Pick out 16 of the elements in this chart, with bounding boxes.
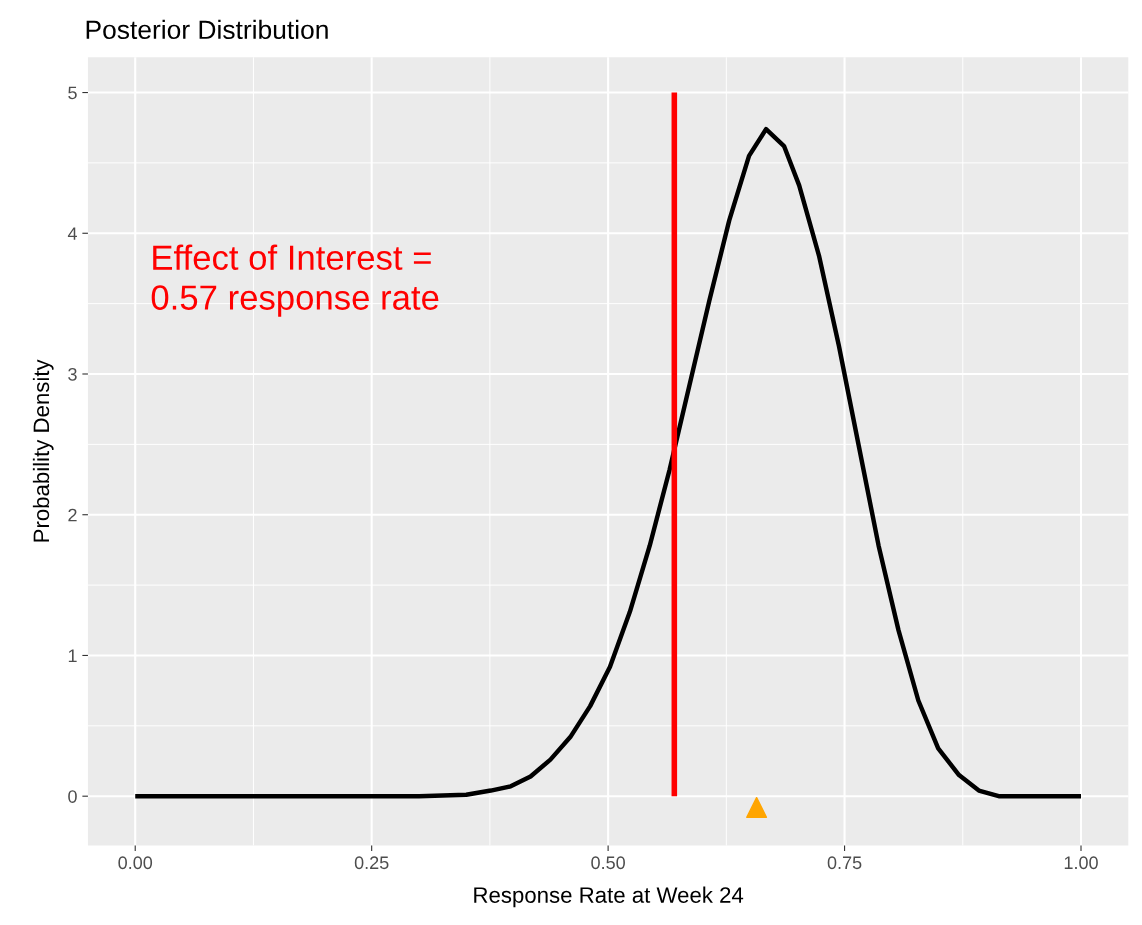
y-tick-label: 1 xyxy=(68,649,77,662)
x-tick-label: 0.25 xyxy=(354,856,389,870)
x-axis-title: Response Rate at Week 24 xyxy=(474,886,744,908)
y-tick-label: 3 xyxy=(68,367,77,381)
y-axis-title: Probability Density xyxy=(32,359,54,542)
annotation: Effect of Interest = 0.57 response rate xyxy=(151,244,439,317)
x-tick-label: 0.50 xyxy=(591,856,625,870)
x-tick-label: 0.00 xyxy=(118,856,153,870)
chart-title: Posterior Distribution xyxy=(86,19,328,40)
y-tick-label: 4 xyxy=(67,227,77,240)
y-tick-label: 0 xyxy=(68,790,77,803)
y-tick-label: 5 xyxy=(68,86,77,100)
x-tick-label: 1.00 xyxy=(1064,856,1098,870)
line-series xyxy=(133,126,1084,799)
x-tick-label: 0.75 xyxy=(827,856,862,870)
y-tick-label: 2 xyxy=(68,508,77,522)
